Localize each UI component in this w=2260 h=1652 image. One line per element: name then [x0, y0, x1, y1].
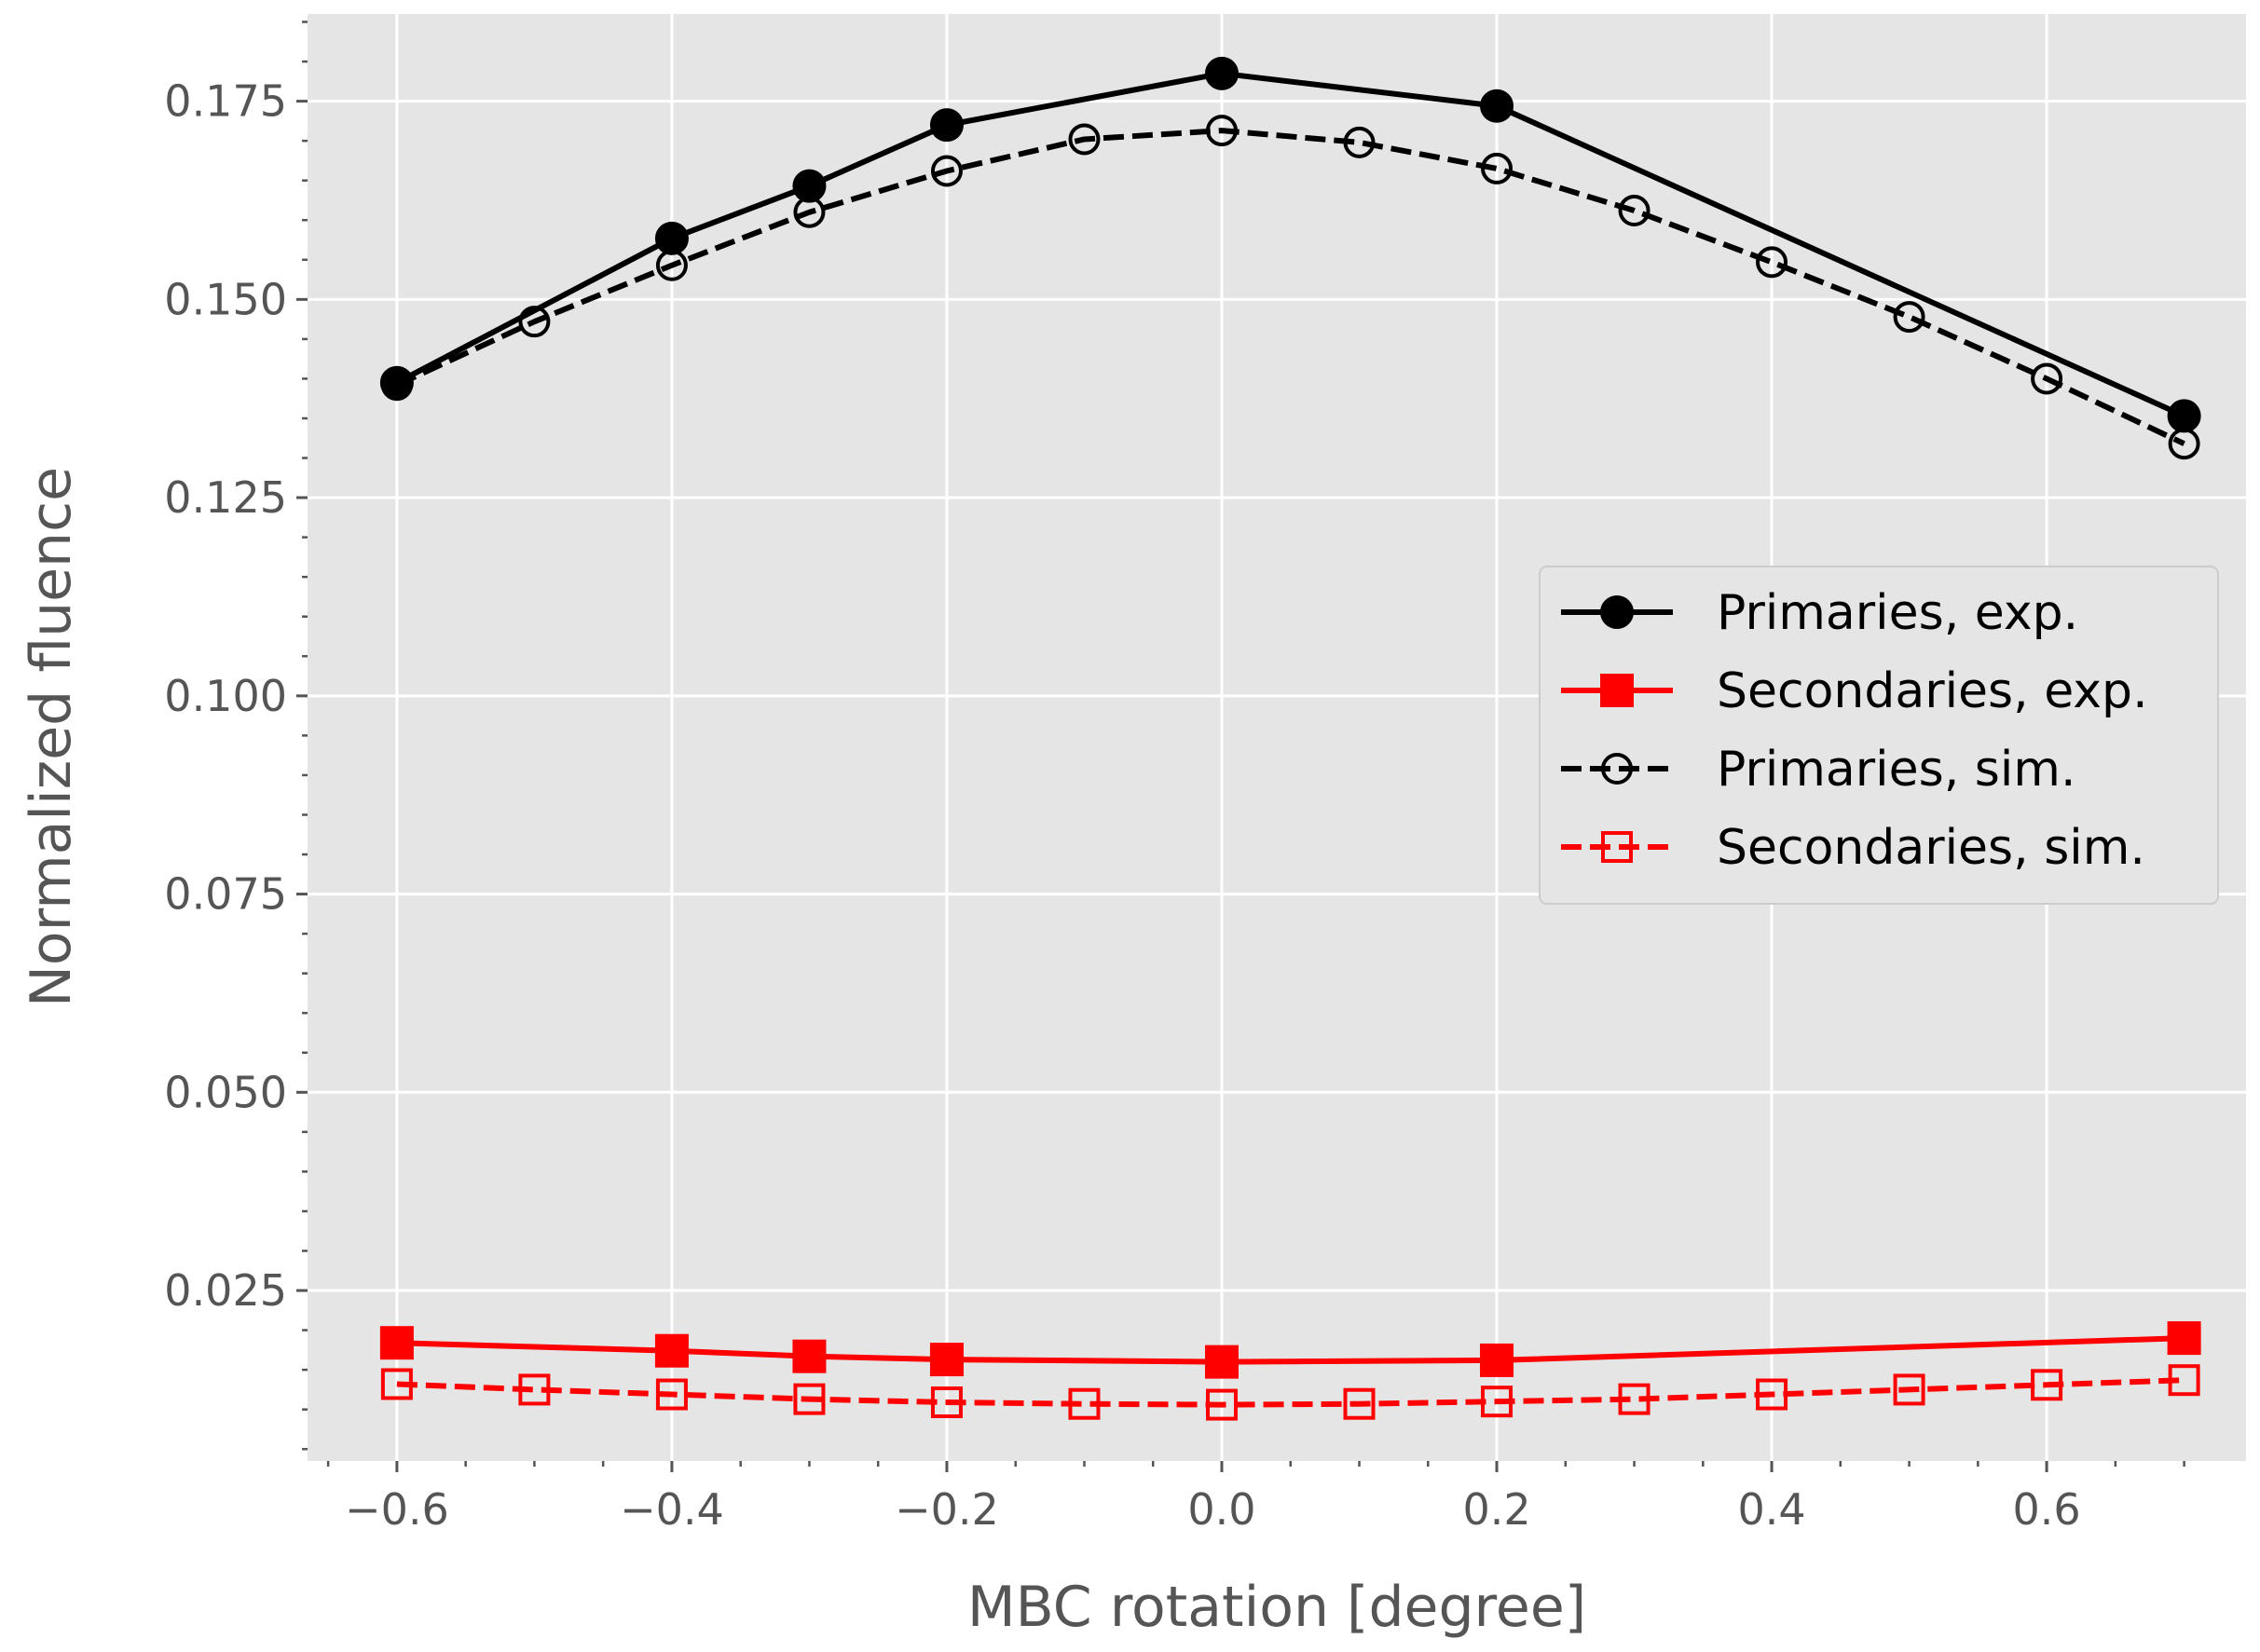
x-tick-label: −0.4	[620, 1484, 724, 1535]
data-point	[380, 369, 413, 402]
data-point	[793, 1383, 826, 1415]
y-axis-label: Normalized fluence	[19, 467, 84, 1007]
x-tick-label: 0.2	[1462, 1484, 1530, 1535]
legend-label: Secondaries, exp.	[1717, 663, 2148, 719]
series-primaries-sim	[380, 115, 2200, 460]
legend-entry: Primaries, exp.	[1561, 585, 2078, 641]
data-point	[380, 1368, 413, 1400]
y-tick-label: 0.100	[164, 671, 287, 721]
data-point	[1068, 1387, 1101, 1420]
data-point	[1343, 1387, 1376, 1420]
data-point	[792, 169, 827, 203]
data-point	[2167, 399, 2201, 433]
data-point	[654, 221, 689, 255]
data-point	[1618, 195, 1650, 227]
data-point	[1068, 123, 1101, 156]
legend-entry: Primaries, sim.	[1561, 742, 2075, 798]
data-point	[2167, 1321, 2201, 1356]
x-tick-label: 0.0	[1187, 1484, 1255, 1535]
y-tick-label: 0.025	[164, 1265, 287, 1316]
data-point	[1204, 1345, 1239, 1379]
x-tick-label: −0.2	[895, 1484, 999, 1535]
data-point	[929, 1343, 964, 1377]
legend-box	[1539, 566, 2219, 905]
data-point	[1205, 115, 1238, 147]
data-point	[655, 249, 688, 281]
data-point	[1481, 152, 1514, 184]
y-tick-label: 0.175	[164, 76, 287, 127]
data-point	[2031, 362, 2063, 395]
series-primaries-exp	[379, 56, 2201, 433]
data-point	[379, 1326, 414, 1360]
data-point	[2168, 1364, 2200, 1397]
data-point	[930, 1386, 963, 1419]
series-line	[395, 128, 2185, 446]
x-tick-label: 0.4	[1737, 1484, 1805, 1535]
ticks	[296, 20, 2185, 1472]
data-point	[930, 155, 963, 187]
x-tick-label: 0.6	[2013, 1484, 2081, 1535]
data-point	[654, 1333, 689, 1368]
y-tick-label: 0.150	[164, 274, 287, 324]
data-point	[792, 1339, 827, 1373]
data-point	[1204, 56, 1239, 90]
legend-label: Primaries, sim.	[1717, 742, 2075, 798]
data-point	[1343, 126, 1376, 158]
data-point	[1893, 301, 1925, 334]
legend-label: Primaries, exp.	[1717, 585, 2078, 641]
legend-entry: Secondaries, exp.	[1561, 663, 2148, 719]
legend: Primaries, exp. Secondaries, exp. Primarie…	[1539, 566, 2219, 905]
y-tick-label: 0.075	[164, 869, 287, 920]
y-tick-label: 0.125	[164, 472, 287, 523]
x-tick-label: −0.6	[345, 1484, 449, 1535]
data-point	[518, 1373, 551, 1406]
series-line	[396, 1377, 2185, 1408]
series-secondaries-exp	[379, 1321, 2201, 1379]
y-tick-label: 0.050	[164, 1067, 287, 1117]
series-layer	[379, 56, 2201, 1421]
series-secondaries-sim	[380, 1364, 2200, 1421]
data-point	[2031, 1369, 2063, 1401]
data-point	[793, 196, 826, 228]
data-point	[1893, 1373, 1925, 1406]
data-point	[1756, 246, 1788, 279]
data-point	[655, 1378, 688, 1411]
data-point	[1205, 1388, 1238, 1421]
data-point	[1480, 89, 1514, 123]
legend-marker	[1600, 595, 1634, 629]
legend-entry: Secondaries, sim.	[1561, 820, 2145, 876]
legend-label: Secondaries, sim.	[1717, 820, 2145, 876]
data-point	[1756, 1378, 1788, 1411]
data-point	[1480, 1343, 1514, 1377]
data-point	[1618, 1383, 1650, 1415]
legend-marker	[1601, 753, 1633, 785]
data-point	[518, 306, 551, 338]
data-point	[1481, 1386, 1514, 1418]
legend-marker	[1600, 674, 1634, 707]
x-axis-label: MBC rotation [degree]	[967, 1575, 1586, 1640]
tick-labels: −0.6 −0.4 −0.2 0.0 0.2 0.4 0.6 0.025 0.050 0.075 0…	[164, 76, 2080, 1535]
data-point	[2168, 428, 2200, 460]
legend-marker	[1601, 831, 1633, 863]
data-point	[929, 108, 964, 143]
